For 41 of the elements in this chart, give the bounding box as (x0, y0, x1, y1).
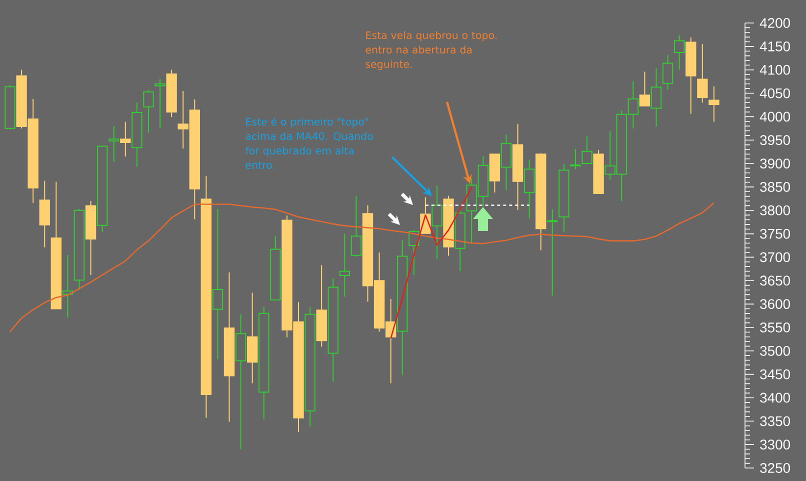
candlestick (570, 148, 581, 170)
candlestick (143, 89, 154, 134)
candlestick (212, 208, 224, 360)
candlestick (339, 233, 350, 298)
y-tick-label: 3950 (760, 135, 790, 146)
y-tick-label: 4000 (760, 112, 790, 122)
y-tick-label: 3450 (760, 369, 790, 380)
annotation: Esta vela quebrou o topo. entro na abertura da seguinte. (366, 31, 497, 70)
candlestick (500, 134, 512, 191)
candlestick (120, 121, 131, 157)
y-tick-label: 3850 (760, 182, 790, 192)
y-tick-label: 3700 (760, 252, 790, 262)
y-tick-label: 4050 (760, 88, 790, 98)
candlestick (350, 195, 362, 258)
y-tick-label: 3600 (760, 299, 790, 309)
candlestick (108, 126, 120, 162)
y-tick-label: 3350 (760, 416, 790, 426)
y-tick-label: 3900 (760, 158, 790, 168)
candlestick (639, 71, 650, 106)
y-tick-label: 3650 (760, 276, 790, 286)
candlestick (674, 34, 685, 70)
y-tick-label: 3300 (760, 440, 790, 450)
y-tick-label: 3750 (760, 228, 790, 239)
y-tick-label: 3500 (760, 346, 790, 356)
candlestick (697, 44, 708, 104)
candlestick (708, 86, 720, 122)
candlestick (524, 159, 535, 219)
y-tick-label: 3250 (760, 463, 790, 473)
y-tick-label: 3800 (760, 205, 790, 216)
y-tick-label: 3550 (760, 322, 790, 332)
candlestick (662, 54, 674, 90)
y-tick-label: 4200 (760, 18, 790, 28)
candlestick (650, 68, 662, 128)
y-tick-label: 4100 (760, 64, 790, 75)
y-tick-label: 3400 (760, 392, 790, 403)
annotation: Este é o primeiro "topo" acima da MA40. Quando for quebrado em alta entro. (245, 117, 373, 169)
candlestick (154, 78, 166, 129)
y-tick-label: 4150 (760, 41, 790, 52)
candlestick (582, 135, 592, 164)
candlestick (547, 208, 558, 296)
candlestick (432, 185, 442, 260)
